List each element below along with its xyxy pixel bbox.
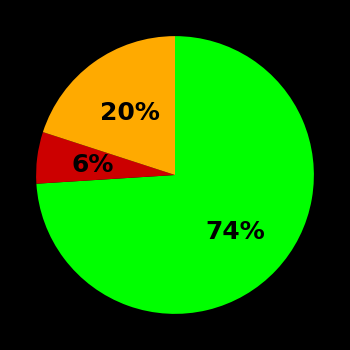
Text: 20%: 20% (100, 101, 160, 125)
Wedge shape (36, 36, 314, 314)
Text: 74%: 74% (206, 220, 266, 244)
Text: 6%: 6% (71, 153, 113, 176)
Wedge shape (43, 36, 175, 175)
Wedge shape (36, 132, 175, 184)
